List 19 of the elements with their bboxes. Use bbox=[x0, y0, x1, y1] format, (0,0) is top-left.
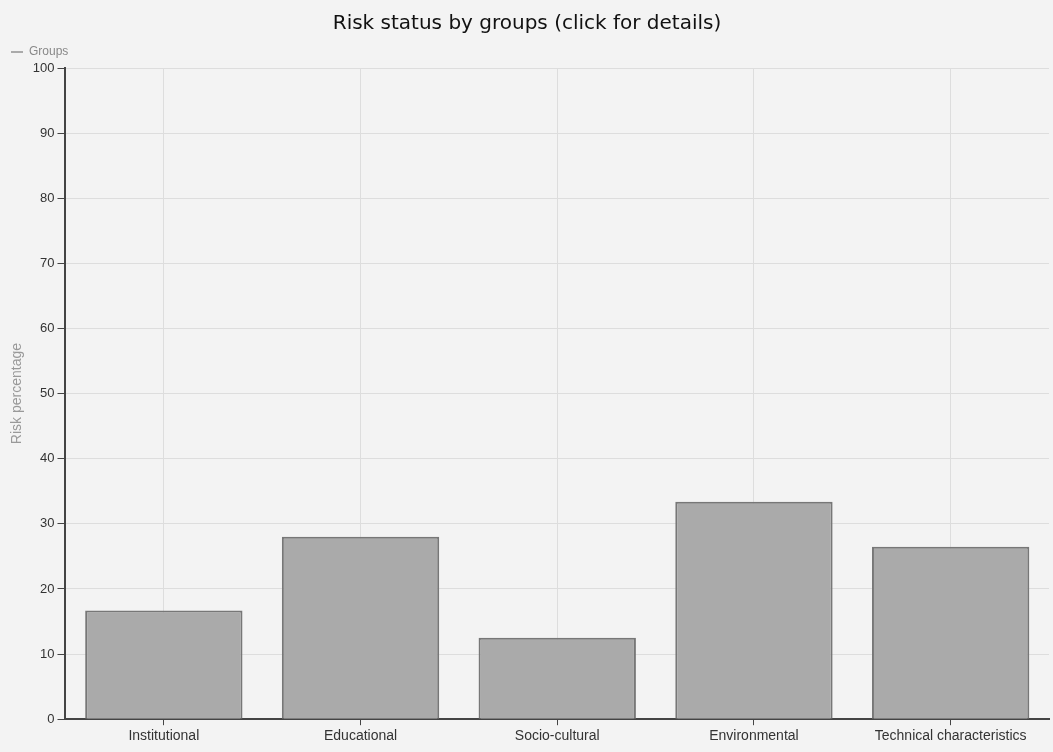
y-tick-label: 60 bbox=[40, 320, 55, 336]
y-tick-label: 50 bbox=[40, 385, 55, 401]
y-axis-title: Risk percentage bbox=[8, 342, 25, 445]
y-tick-label: 30 bbox=[40, 515, 55, 531]
x-tick-label: Educational bbox=[323, 727, 398, 744]
x-tick-label: Environmental bbox=[709, 727, 799, 744]
y-tick-label: 80 bbox=[40, 189, 55, 205]
y-tick-label: 0 bbox=[47, 710, 55, 726]
y-tick-label: 70 bbox=[40, 254, 55, 270]
y-tick-label: 90 bbox=[40, 124, 55, 140]
x-tick-label: Socio-cultural bbox=[514, 727, 600, 744]
y-tick-label: 100 bbox=[32, 59, 55, 75]
x-tick-label: Institutional bbox=[128, 727, 200, 744]
legend-label: Groups bbox=[29, 44, 69, 59]
chart-title: Risk status by groups (click for details) bbox=[332, 10, 722, 35]
y-tick-label: 20 bbox=[40, 580, 55, 596]
x-tick-label: Technical characteristics bbox=[874, 727, 1027, 744]
y-tick-label: 40 bbox=[40, 450, 55, 466]
y-tick-label: 10 bbox=[40, 645, 55, 661]
